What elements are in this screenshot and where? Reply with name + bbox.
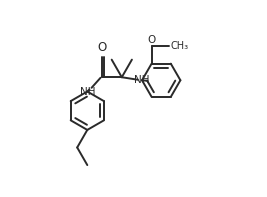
Text: CH₃: CH₃ [171, 41, 189, 51]
Text: NH: NH [80, 86, 95, 97]
Text: NH: NH [134, 75, 150, 85]
Text: O: O [147, 35, 156, 45]
Text: O: O [97, 41, 106, 54]
